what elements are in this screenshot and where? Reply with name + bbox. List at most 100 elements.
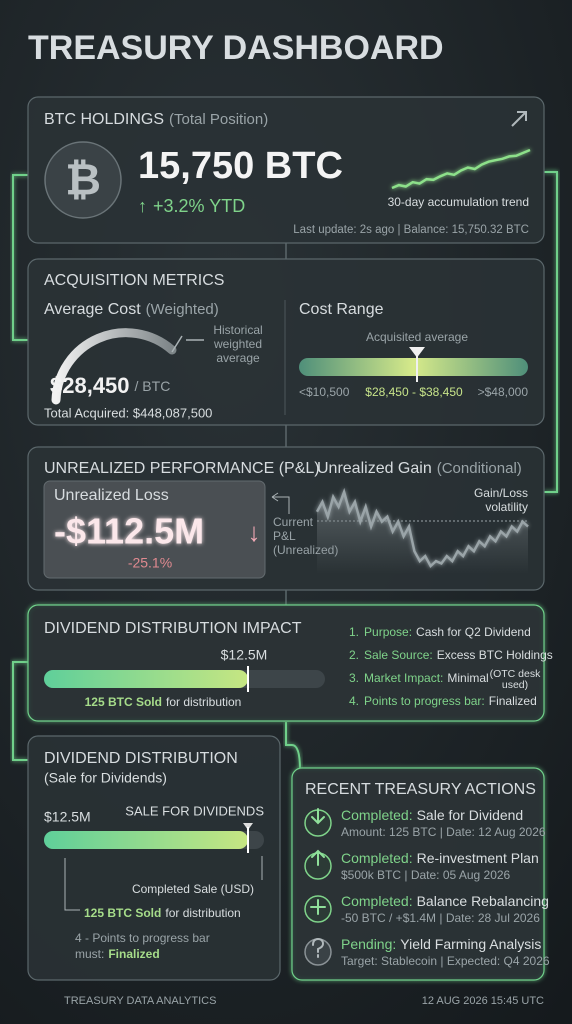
- sold-amount: 125 BTC Sold: [84, 906, 161, 920]
- action-name: Re-investment Plan: [417, 850, 539, 866]
- connector: [544, 171, 558, 493]
- note-line: weighted: [213, 337, 262, 351]
- note-line: Current: [273, 515, 314, 529]
- arrow: ↑: [138, 196, 147, 216]
- panel-title: DIVIDEND DISTRIBUTION IMPACT: [44, 620, 302, 637]
- panel-title: RECENT TREASURY ACTIONS: [305, 781, 536, 798]
- coin: [44, 141, 122, 219]
- panel: [291, 767, 545, 981]
- btc-amount: 15,750 BTC: [138, 145, 343, 187]
- trend-label: 30-day accumulation trend: [388, 195, 529, 209]
- sold: 125 BTC Sold for distribution: [84, 906, 241, 920]
- action-status: Completed:: [341, 893, 413, 909]
- panel-title: ACQUISITION METRICS: [44, 272, 224, 289]
- holdings-footer: Last update: 2s ago | Balance: 15,750.32…: [293, 224, 529, 236]
- connector: [285, 722, 301, 771]
- point-number: 2.: [349, 648, 359, 662]
- gauge: [51, 328, 177, 405]
- action-glyph: [312, 937, 325, 958]
- panel-subtitle: (Sale for Dividends): [44, 770, 167, 786]
- avg-heading: Average Cost (Weighted): [44, 301, 219, 318]
- action-title: Completed: Sale for Dividend: [341, 807, 523, 823]
- line: [315, 487, 529, 568]
- range-title: Cost Range: [299, 301, 384, 318]
- note-line: average: [216, 351, 260, 365]
- connector: [12, 174, 28, 341]
- loss-arrow: ↓: [248, 517, 261, 547]
- note-line: volatility: [485, 500, 528, 514]
- point-number: 4.: [349, 694, 359, 708]
- action-detail: $500k BTC | Date: 05 Aug 2026: [341, 868, 511, 882]
- loss-box: [43, 480, 266, 579]
- point-note: (OTC desk: [490, 668, 542, 680]
- action-name: Sale for Dividend: [417, 807, 524, 823]
- range-marker: [409, 347, 425, 382]
- point-label: Market Impact:: [364, 671, 443, 685]
- title: TREASURY DASHBOARD: [28, 29, 444, 67]
- action-title: Completed: Re-investment Plan: [341, 850, 539, 866]
- note-prefix: must:: [75, 947, 104, 961]
- footer-left: TREASURY DATA ANALYTICS: [64, 995, 216, 1007]
- subheading: (Total Position): [169, 111, 268, 128]
- action-glyph: [311, 808, 325, 825]
- point-note: used): [502, 679, 528, 691]
- change: ↑ +3.2% YTD: [138, 196, 245, 216]
- range-low: <$10,500: [299, 385, 350, 399]
- panel-title: DIVIDEND DISTRIBUTION: [44, 750, 238, 767]
- area: [317, 492, 528, 574]
- point-number: 3.: [349, 671, 359, 685]
- panel-title: BTC HOLDINGS (Total Position): [44, 111, 268, 128]
- point-text: Excess BTC Holdings: [437, 648, 553, 662]
- point-label: Purpose:: [364, 625, 412, 639]
- action-status: Completed:: [341, 850, 413, 866]
- action-title: Pending: Yield Farming Analysis: [341, 936, 541, 952]
- action-name: Yield Farming Analysis: [400, 936, 541, 952]
- note-line: Historical: [213, 323, 262, 337]
- action-detail: -50 BTC / +$1.4M | Date: 28 Jul 2026: [341, 911, 540, 925]
- pointer: [64, 856, 263, 911]
- range-high: >$48,000: [478, 385, 529, 399]
- point-number: 1.: [349, 625, 359, 639]
- point-text: Cash for Q2 Dividend: [416, 625, 531, 639]
- panel: [27, 96, 545, 244]
- sold-amount: 125 BTC Sold: [85, 695, 162, 709]
- loss-pct: -25.1%: [128, 555, 172, 571]
- point-label: Points to progress bar:: [364, 694, 485, 708]
- action-detail: Amount: 125 BTC | Date: 12 Aug 2026: [341, 825, 546, 839]
- point-text: Minimal: [447, 671, 488, 685]
- panel: [27, 258, 545, 426]
- range-marker-label: Acquisited average: [366, 330, 468, 344]
- action-detail: Target: Stablecoin | Expected: Q4 2026: [341, 954, 550, 968]
- avg-value: $28,450 / BTC: [50, 373, 170, 398]
- bar-fill: [44, 831, 248, 849]
- note: (Weighted): [146, 301, 219, 318]
- points-list: 1. Purpose: Cash for Q2 Dividend 2. Sale Sou…: [349, 625, 553, 708]
- note: 4 - Points to progress bar: [75, 931, 210, 945]
- note-status: Finalized: [108, 947, 159, 961]
- note: (Conditional): [437, 460, 522, 477]
- note-line: P&L: [273, 529, 296, 543]
- footer-right: 12 AUG 2026 15:45 UTC: [422, 995, 544, 1007]
- value: $28,450: [50, 373, 130, 398]
- bar-value: $12.5M: [221, 647, 268, 663]
- action-name: Balance Rebalancing: [417, 893, 549, 909]
- action-title: Completed: Balance Rebalancing: [341, 893, 549, 909]
- action-status: Completed:: [341, 807, 413, 823]
- point-label: Sale Source:: [364, 648, 433, 662]
- total: Total Acquired: $448,087,500: [44, 405, 212, 420]
- gauge-marker: [171, 335, 204, 353]
- bar-tag: SALE FOR DIVIDENDS: [125, 803, 264, 818]
- loss-label: Unrealized Loss: [54, 487, 169, 504]
- line: [391, 148, 531, 190]
- panel: [27, 735, 281, 981]
- point-text: Finalized: [489, 694, 537, 708]
- bar-fill: [44, 670, 248, 688]
- coin-icon: ₿: [65, 156, 101, 205]
- panel-title: UNREALIZED PERFORMANCE (P&L): [44, 460, 320, 477]
- bar-value: $12.5M: [44, 809, 91, 825]
